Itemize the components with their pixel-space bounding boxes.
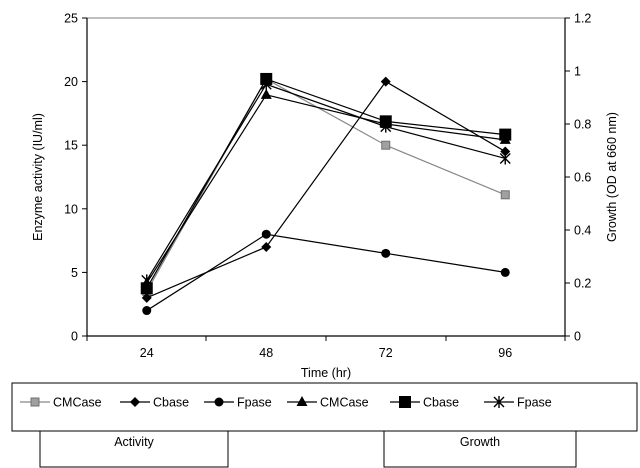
legend-marker — [399, 396, 411, 408]
data-point — [380, 120, 392, 133]
legend-label: Fpase — [517, 396, 552, 410]
legend-item: CMCase — [287, 396, 369, 410]
data-point — [500, 146, 511, 157]
data-point — [381, 248, 391, 258]
legend-item: Cbase — [390, 396, 459, 410]
legend-marker — [214, 397, 224, 407]
legend-group-activity-box — [39, 430, 229, 468]
x-ticks: 24 48 72 96 — [86, 336, 566, 360]
series-growth-fpase — [141, 78, 511, 287]
y-axis-right-title: Growth (OD at 660 nm) — [605, 112, 619, 242]
y-left-tick-label: 15 — [64, 139, 78, 153]
x-tick-label: 24 — [140, 346, 154, 360]
legend-marker — [30, 397, 40, 407]
data-point — [381, 140, 391, 150]
legend-marker — [296, 396, 308, 406]
data-point — [261, 241, 272, 252]
y-right-tick-label: 0.8 — [574, 118, 591, 132]
plot-area — [86, 17, 566, 337]
data-point — [141, 292, 152, 303]
x-tick-label: 48 — [259, 346, 273, 360]
data-point — [261, 229, 271, 239]
data-point — [142, 306, 152, 316]
legend-group-growth-box — [383, 430, 577, 468]
data-point — [260, 88, 272, 99]
legend-label: CMCase — [53, 396, 102, 410]
series-line — [146, 233, 506, 312]
y-right-ticks: 0 0.2 0.4 0.6 0.8 1 1.2 — [565, 12, 591, 344]
legend-items: CMCase Cbase Fpase CMCase Cbase Fpase — [20, 396, 552, 410]
legend-label: Cbase — [153, 396, 189, 410]
y-left-tick-label: 25 — [64, 12, 78, 26]
y-axis-left-title: Enzyme activity (IU/ml) — [31, 113, 45, 241]
legend-label: Cbase — [423, 396, 459, 410]
data-point — [140, 282, 153, 295]
legend-box — [11, 382, 638, 432]
data-point — [380, 76, 391, 87]
y-right-tick-label: 0.4 — [574, 224, 591, 238]
x-axis-title: Time (hr) — [301, 366, 351, 380]
y-right-tick-label: 1 — [574, 65, 581, 79]
data-point — [500, 190, 510, 200]
series-line — [146, 78, 506, 292]
legend-label: CMCase — [320, 396, 369, 410]
y-left-tick-label: 0 — [71, 330, 78, 344]
legend-item: Fpase — [484, 396, 552, 410]
series-layer — [140, 72, 512, 316]
y-left-tick-label: 5 — [71, 266, 78, 280]
series-line — [146, 94, 506, 284]
y-right-tick-label: 1.2 — [574, 12, 591, 26]
x-tick-label: 72 — [379, 346, 393, 360]
data-point — [500, 267, 510, 277]
x-tick-label: 96 — [498, 346, 512, 360]
data-point — [499, 128, 512, 141]
legend-label: Fpase — [237, 396, 272, 410]
legend-group-activity: Activity — [114, 435, 154, 449]
y-left-tick-label: 20 — [64, 75, 78, 89]
y-right-tick-label: 0.6 — [574, 171, 591, 185]
legend-item: Fpase — [204, 396, 272, 410]
y-right-tick-label: 0 — [574, 330, 581, 344]
legend-item: Cbase — [120, 396, 189, 410]
series-line — [146, 83, 506, 281]
legend-item: CMCase — [20, 396, 102, 410]
legend-marker — [130, 397, 140, 407]
legend-marker — [493, 396, 505, 408]
data-point — [499, 152, 511, 165]
series-line — [146, 78, 506, 289]
data-point — [141, 274, 153, 287]
y-left-ticks: 0 5 10 15 20 25 — [64, 12, 87, 344]
y-left-tick-label: 10 — [64, 202, 78, 216]
series-activity-fpase — [142, 229, 510, 316]
data-point — [260, 78, 272, 91]
legend-group-growth: Growth — [460, 435, 500, 449]
y-right-tick-label: 0.2 — [574, 277, 591, 291]
